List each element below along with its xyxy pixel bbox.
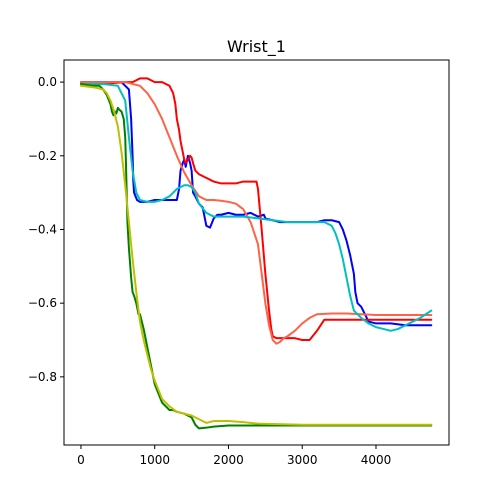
series-line-1 [81,78,431,340]
x-tick-label: 1000 [139,453,170,467]
y-tick-label: −0.2 [28,149,57,163]
x-tick-label: 3000 [287,453,318,467]
series-line-5 [81,86,431,425]
plot-frame [64,60,449,445]
y-tick-label: −0.4 [28,222,57,236]
y-tick-label: −0.6 [28,296,57,310]
series-line-4 [81,84,431,428]
series-layer [81,78,431,428]
x-tick-label: 0 [77,453,85,467]
y-axis-ticks: 0.0 −0.2 −0.4 −0.6 −0.8 [28,75,64,384]
series-line-0 [81,82,431,325]
chart-title: Wrist_1 [227,37,286,57]
x-axis-ticks: 0 1000 2000 3000 4000 [77,445,391,467]
x-tick-label: 4000 [361,453,392,467]
series-line-2 [81,82,431,344]
y-tick-label: −0.8 [28,370,57,384]
x-tick-label: 2000 [213,453,244,467]
y-tick-label: 0.0 [38,75,57,89]
